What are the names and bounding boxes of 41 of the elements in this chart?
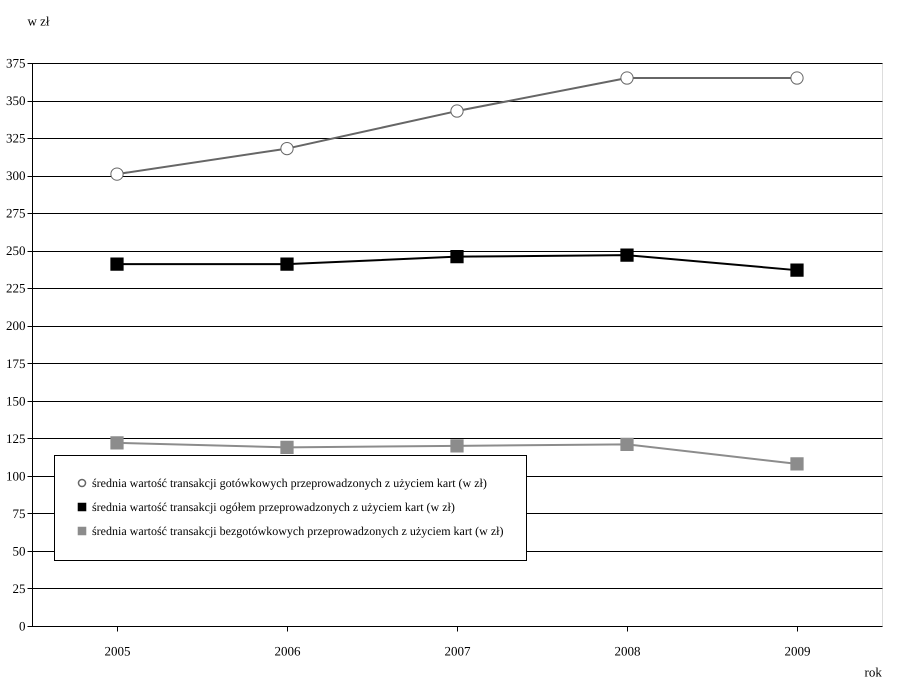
legend-label: średnia wartość transakcji ogółem przeprowadzonych z użyciem kart (w zł) [92,500,455,514]
x-tick-label: 2009 [784,644,810,658]
y-tick-label: 275 [6,206,26,221]
y-tick-label: 75 [12,506,26,521]
y-tick-label: 175 [6,356,26,371]
y-tick-label: 200 [6,318,26,334]
point [110,167,124,181]
point [280,440,294,454]
x-axis-title: rok [864,664,882,680]
x-tick-label: 2005 [104,644,130,658]
point [110,436,124,450]
y-tick-label: 100 [6,468,26,484]
y-tick-label: 50 [12,543,26,558]
legend-label: średnia wartość transakcji bezgotówkowych przeprowadzonych z użyciem kart (w zł) [92,524,504,538]
x-tick-label: 2007 [444,644,471,658]
point [790,457,804,470]
point [790,71,804,85]
legend-label: średnia wartość transakcji gotówkowych przeprowadzonych z użyciem kart (w zł) [92,476,487,490]
y-tick-label: 125 [6,430,26,446]
y-tick-label: 375 [6,56,26,70]
y-tick-label: 350 [6,93,26,108]
x-tick-label: 2008 [614,644,640,658]
point [790,264,804,277]
point [280,142,294,156]
y-tick-label: 225 [6,280,26,296]
y-axis-title: w zł [28,14,50,28]
point [450,104,464,118]
point [110,258,124,271]
point [450,250,464,264]
y-tick-label: 25 [12,580,26,596]
point [620,248,634,262]
point [620,438,634,451]
point [280,258,294,271]
y-tick-label: 150 [6,393,26,408]
point [450,439,464,452]
x-tick-label: 2006 [274,644,301,658]
y-tick-label: 0 [19,618,26,634]
y-tick-label: 250 [6,243,26,258]
y-tick-label: 300 [6,168,26,184]
point [620,71,634,85]
y-tick-label: 325 [6,130,26,146]
